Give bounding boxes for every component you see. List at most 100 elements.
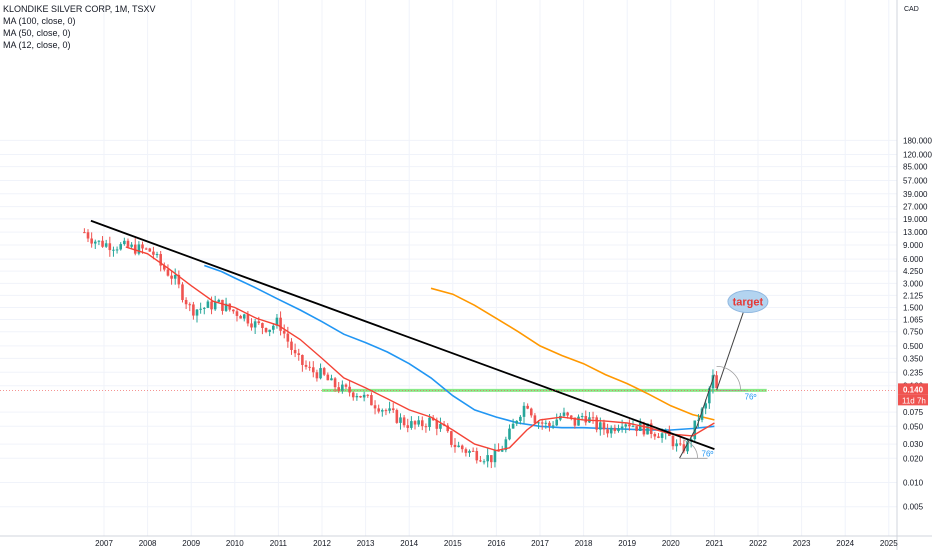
last-price-value: 0.140	[903, 385, 924, 394]
candle-body-16	[141, 244, 144, 249]
target-line	[716, 307, 746, 391]
candle-body-50	[264, 327, 268, 332]
candle-body-52	[272, 325, 275, 330]
last-price-badge	[898, 383, 928, 395]
candle-body-32	[199, 308, 202, 310]
candle-body-137	[580, 415, 584, 417]
candle-body-37	[217, 299, 221, 302]
candle-body-147	[617, 428, 620, 432]
candle-body-78	[366, 394, 370, 396]
drawings[interactable]: target 76º 76º	[679, 290, 769, 459]
candle-body-172	[708, 388, 711, 404]
candle-body-119	[515, 420, 519, 424]
candle-body-140	[591, 417, 595, 419]
time-tick-3: 2010	[226, 539, 244, 548]
candle-body-27	[181, 284, 184, 300]
candle-body-91	[413, 421, 417, 425]
candle-body-71	[341, 384, 344, 391]
candle-body-4	[97, 240, 101, 242]
candle-body-83	[384, 410, 388, 412]
candle-body-166	[686, 441, 689, 452]
candle-body-109	[479, 460, 482, 462]
candle-body-33	[202, 307, 206, 309]
price-tick-20: 0.075	[903, 408, 924, 417]
candle-body-169	[697, 419, 700, 421]
price-tick-13: 1.500	[903, 304, 924, 313]
price-tick-17: 0.350	[903, 354, 924, 363]
candle-body-145	[609, 427, 613, 434]
candle-body-130	[555, 419, 559, 426]
candle-body-49	[261, 323, 264, 328]
candle-body-22	[163, 265, 166, 270]
candle-body-170	[700, 408, 704, 420]
candle-body-134	[569, 415, 573, 418]
candle-body-153	[638, 423, 642, 431]
price-tick-23: 0.020	[903, 454, 924, 463]
indicator-ma50[interactable]: MA (50, close, 0)	[3, 28, 71, 38]
candle-body-73	[348, 386, 351, 393]
ma12-line[interactable]	[125, 246, 715, 452]
candle-body-116	[504, 439, 508, 451]
candle-body-47	[253, 321, 257, 328]
ma50-line[interactable]	[204, 264, 715, 431]
candle-body-97	[435, 420, 439, 429]
indicator-ma12[interactable]: MA (12, close, 0)	[3, 40, 71, 50]
candle-body-125	[537, 422, 540, 424]
candle-body-75	[355, 395, 359, 398]
candle-body-143	[602, 422, 606, 430]
candle-body-26	[177, 274, 181, 285]
ma100-line[interactable]	[430, 287, 715, 421]
candle-body-53	[275, 317, 279, 326]
trendline[interactable]	[90, 219, 715, 450]
candle-body-59	[297, 353, 301, 355]
candle-body-1	[86, 232, 90, 239]
candle-body-98	[439, 424, 442, 429]
candle-body-155	[646, 423, 649, 435]
candle-body-7	[108, 243, 112, 251]
time-axis[interactable]: 2007 2008 2009 2010 2011 2012 2013 2014 2015 2016…	[95, 539, 898, 548]
price-tick-16: 0.500	[903, 342, 924, 351]
candle-body-9	[115, 249, 119, 251]
price-tick-14: 1.065	[903, 316, 924, 325]
indicator-ma100[interactable]: MA (100, close, 0)	[3, 16, 76, 26]
candle-body-124	[533, 415, 537, 424]
candle-body-174	[715, 375, 718, 389]
time-tick-10: 2017	[531, 539, 549, 548]
price-tick-9: 6.000	[903, 255, 924, 264]
candle-body-17	[144, 248, 148, 250]
price-axis[interactable]: CAD 180.000 120.000 85.000 57.000 39.000 27.00…	[903, 6, 932, 512]
angle-label-lower: 76º	[702, 449, 714, 458]
candle-body-19	[152, 251, 155, 255]
candle-body-159	[660, 433, 664, 438]
candle-body-79	[370, 395, 373, 406]
price-tick-11: 3.000	[903, 279, 924, 288]
candle-body-93	[420, 420, 424, 427]
candle-body-80	[373, 405, 377, 409]
legend: KLONDIKE SILVER CORP, 1M, TSXV MA (100, …	[3, 3, 156, 51]
countdown-value: 11d 7h	[902, 396, 926, 405]
candle-body-30	[192, 304, 195, 316]
candle-body-157	[653, 434, 657, 437]
time-tick-0: 2007	[95, 539, 113, 548]
candle-body-88	[402, 417, 406, 426]
price-tick-21: 0.050	[903, 422, 924, 431]
candles[interactable]	[83, 228, 718, 469]
ma100-path	[430, 287, 715, 421]
price-tick-18: 0.235	[903, 368, 924, 377]
candle-body-12	[126, 240, 130, 247]
candle-body-132	[562, 412, 566, 416]
candle-body-68	[330, 378, 333, 381]
candle-body-3	[93, 241, 97, 244]
candle-body-164	[678, 443, 682, 445]
price-tick-6: 19.000	[903, 215, 928, 224]
candle-body-100	[446, 425, 450, 432]
candle-body-142	[599, 422, 602, 430]
candle-body-84	[388, 408, 391, 411]
candle-body-94	[424, 426, 428, 428]
time-tick-9: 2016	[488, 539, 506, 548]
candle-body-113	[493, 449, 497, 463]
candle-body-154	[642, 423, 646, 435]
candle-body-31	[195, 309, 199, 316]
